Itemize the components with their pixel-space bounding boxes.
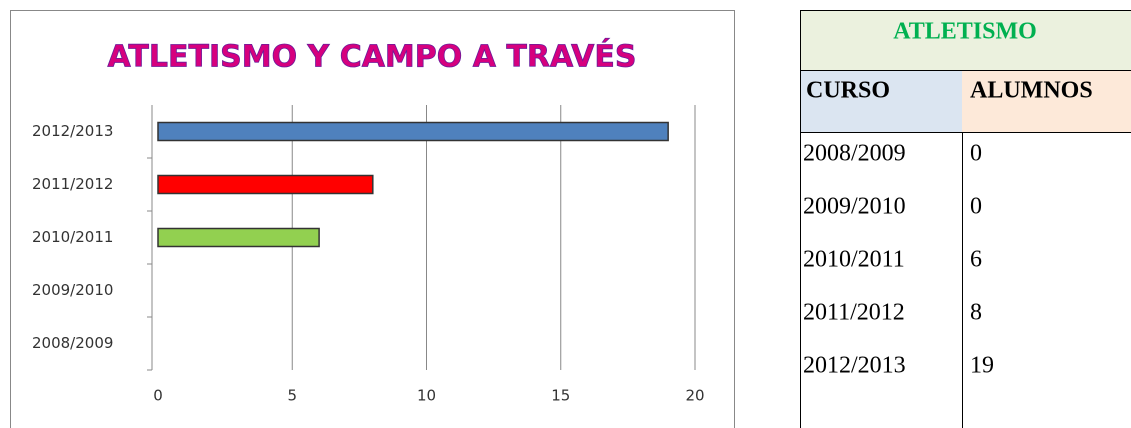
y-tick-label: 2008/2009 xyxy=(32,334,113,352)
table-cell: 6 xyxy=(970,247,982,273)
table-cell: 2008/2009 xyxy=(803,141,906,167)
header-label: CURSO xyxy=(806,78,890,104)
header-label: ALUMNOS xyxy=(970,78,1093,104)
y-tick-label: 2009/2010 xyxy=(32,281,113,299)
header-cell xyxy=(962,70,1131,132)
x-tick-label: 10 xyxy=(417,387,436,405)
y-tick-label: 2012/2013 xyxy=(32,122,113,140)
x-tick-label: 15 xyxy=(551,387,570,405)
table-cell: 0 xyxy=(970,194,982,220)
bar xyxy=(157,121,669,142)
table-cell: 2010/2011 xyxy=(803,247,905,273)
table-cell: 2012/2013 xyxy=(803,353,906,379)
x-tick-label: 20 xyxy=(685,387,704,405)
table-cell: 2009/2010 xyxy=(803,194,906,220)
bar xyxy=(157,227,320,248)
header-cell xyxy=(800,70,962,132)
table-cell: 2011/2012 xyxy=(803,300,905,326)
x-tick-label: 5 xyxy=(287,387,297,405)
table-title: ATLETISMO xyxy=(893,19,1037,45)
y-tick-label: 2011/2012 xyxy=(32,175,113,193)
table-cell: 8 xyxy=(970,300,982,326)
table-borders xyxy=(800,10,1131,428)
y-tick-label: 2010/2011 xyxy=(32,228,113,246)
chart-frame xyxy=(10,10,735,428)
x-tick-label: 0 xyxy=(153,387,163,405)
chart-title: ATLETISMO Y CAMPO A TRAVÉS xyxy=(108,39,637,75)
table-cell: 19 xyxy=(970,353,994,379)
bar xyxy=(157,174,374,195)
table-cell: 0 xyxy=(970,141,982,167)
table-title-cell xyxy=(800,10,1131,70)
